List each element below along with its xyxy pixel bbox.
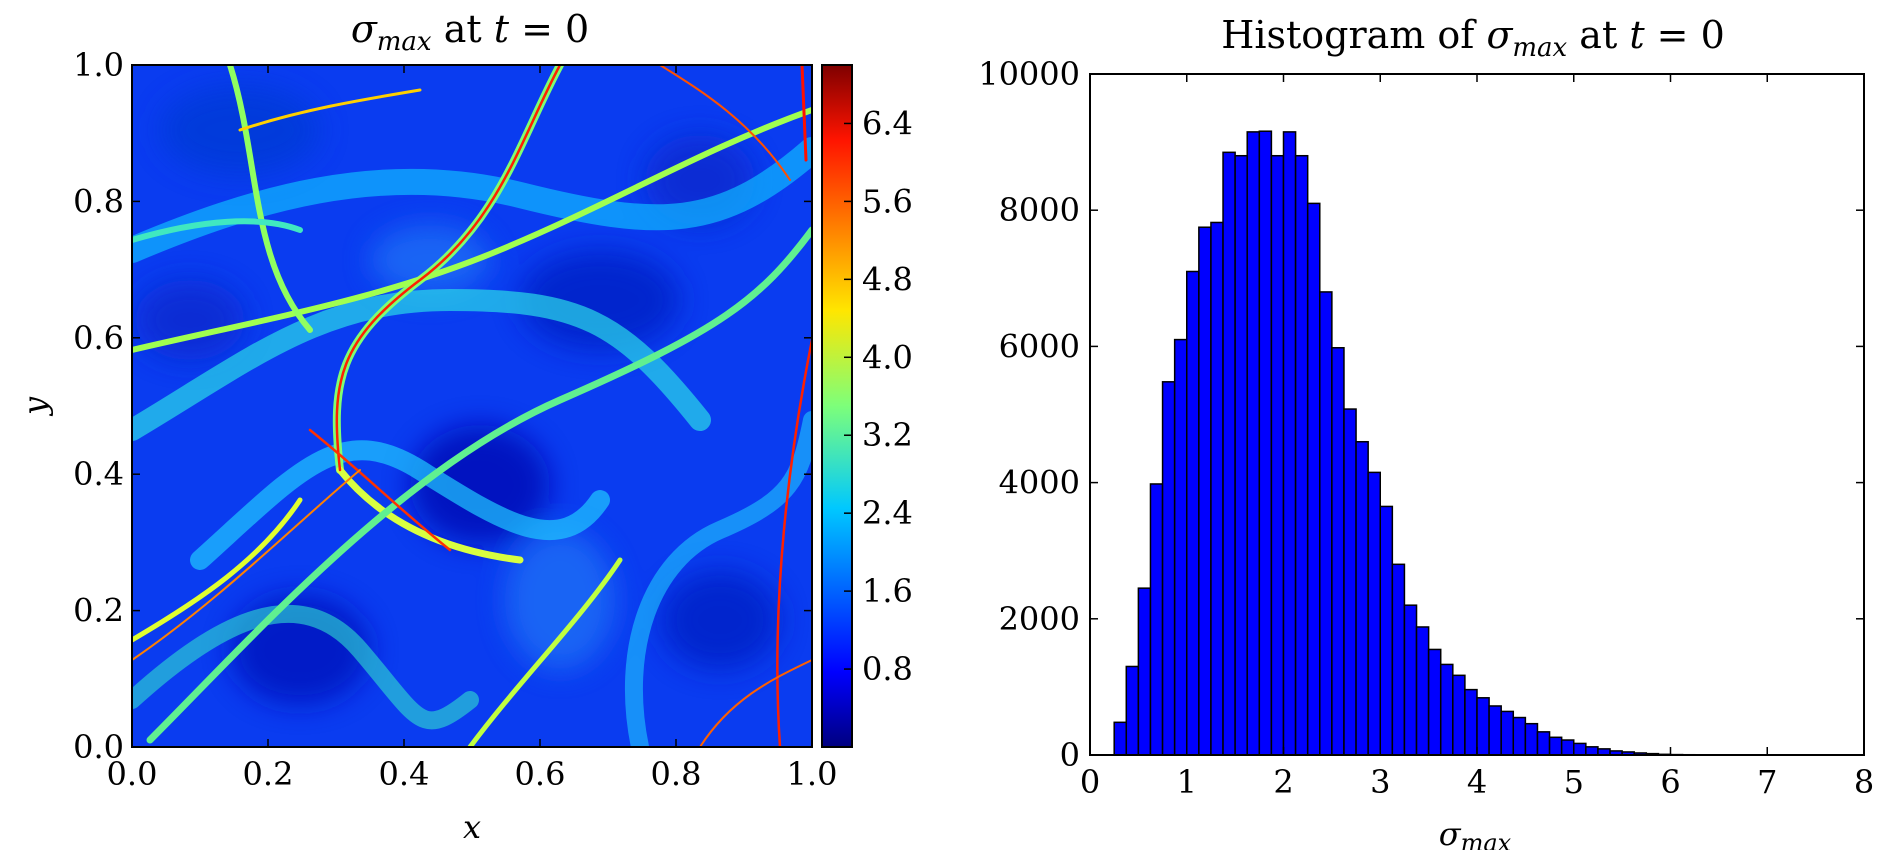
histogram-bar	[1125, 665, 1140, 756]
histogram-xtick-label: 7	[1757, 763, 1777, 801]
histogram-bar	[1222, 151, 1236, 756]
histogram-bar	[1391, 563, 1406, 756]
histogram-bar	[1186, 270, 1200, 756]
histogram-xtick-label: 2	[1273, 763, 1293, 801]
heatmap-ytick-label: 0.8	[73, 182, 124, 220]
colorbar-tick-label: 0.8	[862, 650, 913, 688]
heatmap-ytick-label: 0.0	[73, 728, 124, 766]
histogram-ticks: 0 1 2 3 4 5 6 7 8 0 2000 4000 6000 8000 10000	[978, 55, 1874, 801]
histogram-bar	[1500, 710, 1515, 756]
histogram-bar	[1343, 408, 1357, 756]
histogram-bar	[1113, 721, 1128, 756]
histogram-xtick-label: 5	[1564, 763, 1584, 801]
histogram-bar	[1149, 483, 1164, 756]
heatmap-xtick-label: 0.6	[515, 755, 566, 793]
histogram-bar	[1379, 505, 1394, 756]
histogram-bar	[1573, 742, 1587, 756]
histogram-title: Histogram of σmax at t = 0	[1221, 13, 1725, 63]
histogram-ytick-label: 2000	[999, 600, 1080, 638]
histogram-bars	[1113, 130, 1696, 756]
heatmap-xtick-label: 0.2	[243, 755, 294, 793]
histogram-bar	[1306, 202, 1321, 756]
histogram-bar	[1282, 131, 1297, 756]
histogram-bar	[1476, 697, 1490, 756]
heatmap-ytick-label: 1.0	[73, 46, 124, 84]
colorbar-tick-label: 3.2	[862, 416, 913, 454]
heatmap-field	[132, 65, 812, 747]
heatmap-chart: σmax at t = 0	[16, 7, 913, 846]
histogram-xtick-label: 3	[1370, 763, 1390, 801]
histogram-bar	[1560, 739, 1575, 756]
heatmap-ticks: 0.0 0.2 0.4 0.6 0.8 1.0 0.0 0.2 0.4 0.6 0.8 1.0	[73, 46, 837, 793]
histogram-bar	[1319, 291, 1333, 756]
heatmap-ytick-label: 0.4	[73, 455, 124, 493]
histogram-xlabel: σmax	[1439, 815, 1512, 850]
histogram-xtick-label: 0	[1080, 763, 1100, 801]
histogram-xtick-label: 4	[1467, 763, 1487, 801]
colorbar: 0.8 1.6 2.4 3.2 4.0 4.8 5.6 6.4	[821, 64, 913, 748]
heatmap-xtick-label: 1.0	[787, 755, 838, 793]
colorbar-ticks: 0.8 1.6 2.4 3.2 4.0 4.8 5.6 6.4	[844, 104, 913, 688]
histogram-bar	[1234, 154, 1248, 756]
histogram-xtick-label: 1	[1177, 763, 1197, 801]
histogram-bar	[1294, 154, 1309, 756]
heatmap-xlabel: x	[463, 808, 481, 846]
histogram-bar	[1246, 131, 1261, 756]
histogram-bar	[1536, 731, 1551, 756]
heatmap-xtick-label: 0.8	[651, 755, 702, 793]
histogram-ytick-label: 8000	[999, 191, 1080, 229]
histogram-bar	[1512, 716, 1527, 756]
histogram-ytick-label: 10000	[978, 55, 1080, 93]
histogram-bar	[1415, 626, 1430, 756]
histogram-chart: Histogram of σmax at t = 0 0 1 2 3 4 5 6 7 8 0 200…	[978, 13, 1874, 850]
histogram-bar	[1452, 674, 1466, 756]
heatmap-ytick-label: 0.2	[73, 592, 124, 630]
colorbar-tick-label: 4.8	[862, 260, 913, 298]
heatmap-ytick-label: 0.6	[73, 319, 124, 357]
colorbar-tick-label: 5.6	[862, 182, 913, 220]
histogram-bar	[1270, 154, 1285, 756]
histogram-xtick-label: 8	[1854, 763, 1874, 801]
histogram-bar	[1173, 338, 1188, 756]
histogram-bar	[1427, 648, 1442, 756]
histogram-bar	[1585, 746, 1599, 756]
histogram-bar	[1198, 226, 1212, 756]
histogram-bar	[1210, 221, 1224, 756]
histogram-bar	[1331, 347, 1345, 756]
histogram-bar	[1548, 736, 1563, 756]
histogram-ytick-label: 6000	[999, 327, 1080, 365]
colorbar-tick-label: 4.0	[862, 338, 913, 376]
histogram-ytick-label: 4000	[999, 464, 1080, 502]
colorbar-tick-label: 1.6	[862, 572, 913, 610]
heatmap-ylabel: y	[16, 396, 54, 417]
colorbar-tick-label: 6.4	[862, 104, 913, 142]
histogram-bar	[1161, 381, 1176, 756]
histogram-bar	[1488, 705, 1502, 756]
histogram-bar	[1137, 587, 1152, 756]
histogram-bar	[1355, 440, 1369, 756]
colorbar-tick-label: 2.4	[862, 494, 913, 532]
heatmap-frame	[131, 64, 813, 748]
histogram-bar	[1367, 471, 1381, 756]
colorbar-gradient	[821, 64, 853, 748]
histogram-bar	[1464, 688, 1478, 756]
heatmap-title: σmax at t = 0	[351, 7, 589, 57]
histogram-bar	[1439, 663, 1454, 756]
histogram-ytick-label: 0	[1060, 736, 1080, 774]
histogram-xtick-label: 6	[1660, 763, 1680, 801]
heatmap-xtick-label: 0.0	[107, 755, 158, 793]
histogram-bar	[1403, 604, 1418, 756]
histogram-bar	[1524, 722, 1539, 756]
histogram-bar	[1258, 130, 1273, 756]
heatmap-xtick-label: 0.4	[379, 755, 430, 793]
